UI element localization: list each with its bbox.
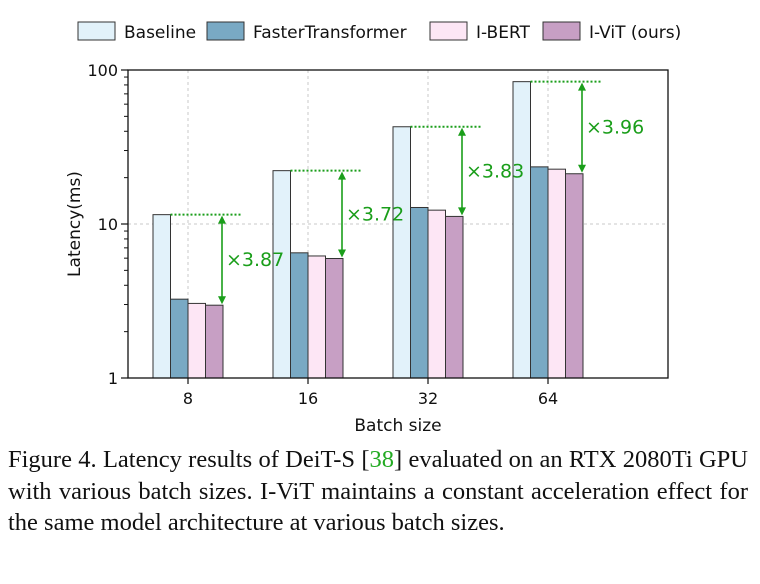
x-axis-title: Batch size <box>354 416 441 436</box>
y-tick-label-2: 100 <box>87 61 118 80</box>
arrowhead-up-icon-8 <box>218 215 226 224</box>
figure-caption: Figure 4. Latency results of DeiT-S [38]… <box>8 444 748 539</box>
speedup-label-64: ×3.96 <box>586 117 644 139</box>
axes: 1 10 100 8 16 32 64 Batch size Latency(ms) <box>65 61 669 436</box>
bar-i-bert-16 <box>307 255 326 379</box>
y-tick-label-1: 10 <box>98 215 118 234</box>
bar-i-vit-ours--16 <box>325 257 344 379</box>
x-tick-label-8: 8 <box>183 389 193 408</box>
latency-bar-chart: Baseline FasterTransformer I-BERT I-ViT (ou… <box>65 21 681 436</box>
speedup-label-16: ×3.72 <box>346 204 404 226</box>
bar-i-vit-ours--8 <box>205 304 224 379</box>
arrowhead-down-icon-8 <box>218 296 226 305</box>
x-tick-label-16: 16 <box>298 389 318 408</box>
arrowhead-down-icon-32 <box>458 207 466 216</box>
legend-swatch-3 <box>542 21 581 41</box>
legend-swatch-0 <box>77 21 116 41</box>
bar-fastertransformer-8 <box>170 298 189 379</box>
arrowhead-down-icon-64 <box>578 164 586 173</box>
bar-fastertransformer-32 <box>410 206 429 379</box>
caption-suffix: ] evaluated on an RTX 2080Ti GPU with va… <box>8 446 748 536</box>
bar-baseline-8 <box>152 214 171 379</box>
legend: Baseline FasterTransformer I-BERT I-ViT (ou… <box>77 21 681 43</box>
bar-baseline-32 <box>392 126 411 379</box>
y-axis-title: Latency(ms) <box>65 171 85 277</box>
y-tick-label-0: 1 <box>108 369 118 388</box>
bar-i-vit-ours--64 <box>565 173 584 379</box>
legend-label-3: I-ViT (ours) <box>589 23 681 43</box>
legend-swatch-1 <box>206 21 245 41</box>
speedup-label-8: ×3.87 <box>226 249 284 271</box>
bar-fastertransformer-64 <box>530 166 549 379</box>
arrowhead-down-icon-16 <box>338 249 346 258</box>
legend-label-1: FasterTransformer <box>253 23 407 43</box>
bar-fastertransformer-16 <box>290 252 309 379</box>
speedup-annotations: ×3.87 ×3.72 ×3.83 ×3.96 <box>170 80 644 305</box>
speedup-label-32: ×3.83 <box>466 161 524 183</box>
arrowhead-up-icon-16 <box>338 171 346 180</box>
bar-baseline-64 <box>512 81 531 379</box>
x-tick-label-64: 64 <box>538 389 558 408</box>
arrowhead-up-icon-64 <box>578 82 586 91</box>
legend-swatch-2 <box>429 21 468 41</box>
bar-i-bert-8 <box>187 302 206 379</box>
arrowhead-up-icon-32 <box>458 127 466 136</box>
bars <box>152 81 584 379</box>
bar-baseline-16 <box>272 170 291 379</box>
bar-i-bert-64 <box>547 168 566 379</box>
caption-prefix: Figure 4. Latency results of DeiT-S [ <box>8 446 370 473</box>
bar-i-vit-ours--32 <box>445 215 464 379</box>
x-tick-label-32: 32 <box>418 389 438 408</box>
legend-label-2: I-BERT <box>476 23 531 43</box>
caption-citation-link[interactable]: 38 <box>369 446 395 473</box>
legend-label-0: Baseline <box>124 23 196 43</box>
bar-i-bert-32 <box>427 209 446 379</box>
